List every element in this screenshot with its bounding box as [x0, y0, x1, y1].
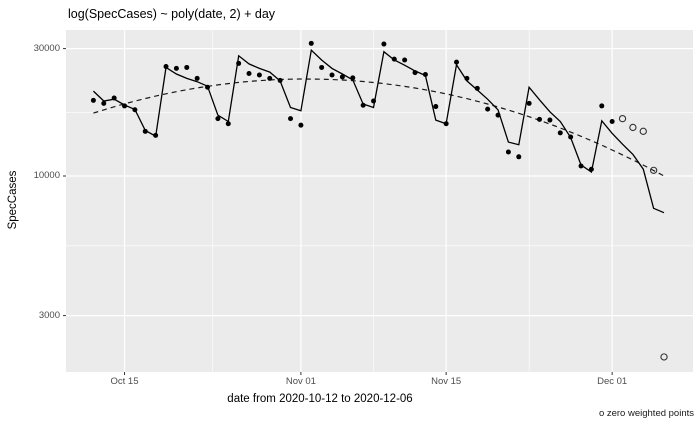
data-point: [111, 95, 117, 101]
data-point: [516, 154, 522, 160]
data-point: [288, 116, 294, 122]
data-point: [90, 97, 96, 103]
data-point: [205, 84, 211, 90]
data-point: [329, 72, 335, 78]
data-point: [422, 71, 428, 77]
zero-weighted-point: [639, 127, 647, 135]
y-tick-label: 3000: [38, 309, 60, 321]
data-point: [443, 121, 449, 127]
zero-weighted-point: [650, 166, 658, 174]
data-point: [173, 65, 179, 71]
data-point: [412, 70, 418, 76]
data-point: [454, 59, 460, 65]
data-point: [495, 112, 501, 118]
data-point: [391, 56, 397, 62]
data-point: [381, 41, 387, 47]
fit-line: [92, 48, 665, 214]
data-point: [339, 74, 345, 80]
data-point: [308, 40, 314, 46]
data-point: [402, 57, 408, 63]
data-point: [464, 75, 470, 81]
data-point: [298, 122, 304, 128]
data-point: [101, 100, 107, 106]
data-point: [256, 72, 262, 78]
caption-zero-weighted-points: o zero weighted points: [598, 408, 694, 419]
data-point: [526, 100, 532, 106]
data-point: [505, 149, 511, 155]
data-point: [246, 71, 252, 77]
data-point: [474, 85, 480, 91]
y-tick-label: 10000: [33, 170, 60, 181]
data-point: [547, 117, 553, 123]
data-point: [236, 60, 242, 66]
data-point: [153, 132, 159, 138]
plot-title: log(SpecCases) ~ poly(date, 2) + day: [68, 7, 276, 21]
data-point: [319, 64, 325, 70]
data-point: [132, 107, 138, 113]
data-point: [142, 128, 148, 134]
x-tick-label: Oct 15: [110, 376, 139, 387]
data-point: [215, 116, 221, 122]
y-tick-label: 30000: [33, 42, 60, 54]
data-point: [371, 98, 377, 104]
data-point: [557, 130, 563, 136]
data-point: [267, 75, 273, 81]
data-point: [568, 134, 574, 140]
data-point: [163, 64, 169, 70]
data-point: [360, 102, 366, 108]
zero-weighted-point: [660, 353, 668, 361]
data-point: [588, 166, 594, 172]
data-point: [194, 75, 200, 81]
x-tick-label: Nov 01: [285, 376, 316, 387]
data-point: [609, 118, 615, 124]
data-point: [485, 106, 491, 112]
zero-weighted-point: [618, 114, 627, 123]
data-point: [350, 75, 356, 81]
data-point: [578, 163, 584, 169]
data-point: [225, 121, 231, 127]
data-point: [122, 103, 128, 109]
x-tick-label: Nov 15: [431, 376, 462, 387]
data-point: [277, 77, 283, 83]
panel-background: [66, 30, 693, 372]
data-point: [599, 103, 605, 109]
data-point: [433, 104, 439, 110]
x-axis-title: date from 2020-10-12 to 2020-12-06: [227, 393, 413, 405]
x-tick-label: Dec 01: [597, 376, 628, 387]
zero-weighted-point: [629, 123, 637, 132]
data-point: [184, 64, 190, 70]
data-point: [537, 116, 543, 122]
